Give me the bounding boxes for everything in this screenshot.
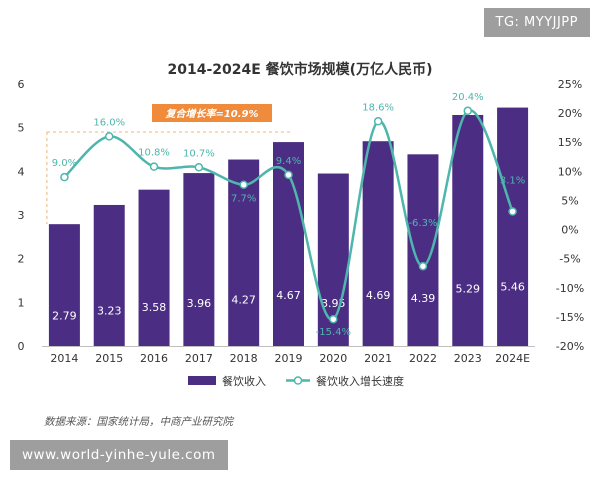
bar-value-label: 5.29 — [456, 282, 481, 295]
bar-value-label: 2.79 — [52, 310, 77, 323]
cagr-text: 复合增长率=10.9% — [164, 108, 258, 120]
growth-point — [329, 314, 338, 324]
watermark-bottom: www.world-yinhe-yule.com — [10, 440, 228, 470]
right-tick-label: -5% — [559, 253, 580, 266]
growth-point — [60, 172, 69, 182]
legend-line-text: 餐饮收入增长速度 — [316, 374, 404, 388]
chart-title: 2014-2024E 餐饮市场规模(万亿人民币) — [168, 61, 433, 78]
bar-value-label: 4.69 — [366, 289, 391, 302]
cagr-box — [152, 104, 272, 122]
x-tick-label: 2019 — [275, 352, 303, 365]
left-tick-label: 2 — [18, 253, 25, 266]
legend-bar-text: 餐饮收入 — [222, 374, 266, 388]
x-tick-label: 2021 — [364, 352, 392, 365]
right-tick-label: -10% — [556, 282, 584, 295]
left-tick-label: 5 — [18, 122, 25, 135]
growth-value-label: 9.0% — [52, 158, 77, 169]
right-tick-label: 5% — [561, 194, 578, 207]
cagr-annotation: 复合增长率=10.9% — [152, 104, 272, 122]
growth-value-label: -15.4% — [316, 327, 351, 338]
right-tick-label: 25% — [558, 78, 582, 91]
x-tick-label: 2016 — [140, 352, 168, 365]
bar — [362, 141, 394, 346]
bar — [48, 224, 80, 346]
cagr-bracket — [46, 131, 291, 225]
x-tick-label: 2023 — [454, 352, 482, 365]
x-tick-label: 2018 — [230, 352, 258, 365]
bar — [183, 173, 215, 346]
growth-point — [149, 162, 159, 171]
bar-value-label: 5.46 — [500, 280, 525, 293]
growth-point — [104, 132, 114, 141]
growth-point — [373, 117, 383, 126]
bar — [497, 107, 529, 346]
growth-value-label: 18.6% — [362, 102, 394, 113]
right-tick-label: 10% — [558, 165, 582, 178]
right-tick-label: -15% — [556, 311, 584, 324]
legend-line-dot — [293, 376, 303, 385]
growth-value-label: 16.0% — [93, 117, 125, 128]
bar — [93, 204, 125, 346]
watermark-top: TG: MYYJJPP — [483, 8, 590, 37]
growth-point — [284, 170, 293, 180]
bar-value-label: 3.96 — [187, 297, 212, 310]
legend: 餐饮收入 餐饮收入增长速度 — [188, 374, 404, 388]
right-tick-label: 15% — [558, 136, 582, 149]
bar-value-label: 4.39 — [411, 292, 436, 305]
bar-series: 2.79 3.23 3.58 3.96 4.27 4.673.954.69 4.395.29… — [48, 107, 529, 347]
left-tick-label: 3 — [18, 209, 25, 222]
growth-point — [463, 106, 473, 116]
right-tick-label: 20% — [558, 107, 582, 120]
x-tick-label: 2024E — [495, 352, 530, 365]
left-tick-label: 0 — [18, 340, 25, 353]
left-tick-label: 4 — [18, 165, 25, 178]
bar — [452, 115, 484, 347]
x-tick-label: 2015 — [95, 352, 123, 365]
growth-value-label: 10.7% — [183, 148, 215, 159]
bar-value-label: 4.67 — [276, 289, 301, 302]
growth-point — [508, 207, 517, 216]
growth-value-label: 20.4% — [452, 92, 484, 103]
x-tick-label: 2014 — [50, 352, 78, 365]
legend-bar-swatch — [188, 376, 216, 385]
growth-point — [418, 261, 428, 271]
right-tick-label: -20% — [556, 340, 584, 353]
bar — [138, 189, 170, 346]
left-axis: 0 1 2 3 4 5 6 — [18, 78, 25, 353]
bar-value-label: 3.23 — [97, 305, 122, 318]
left-tick-label: 1 — [18, 296, 25, 309]
growth-value-label: 3.1% — [500, 176, 525, 187]
left-tick-label: 6 — [18, 78, 25, 91]
x-tick-label: 2017 — [185, 352, 213, 365]
growth-point — [239, 180, 248, 189]
growth-value-label: 10.8% — [138, 148, 170, 159]
bar — [407, 154, 439, 346]
growth-point — [194, 163, 204, 172]
source-note: 数据来源：国家统计局，中商产业研究院 — [44, 416, 234, 428]
x-axis: 2014 2015 2016 2017 2018 2019 2020 2021 2022 2023… — [42, 346, 535, 365]
growth-value-label: -6.3% — [408, 218, 437, 229]
growth-value-label: 9.4% — [276, 156, 301, 167]
bar — [228, 159, 260, 346]
x-tick-label: 2020 — [319, 352, 347, 365]
x-tick-label: 2022 — [409, 352, 437, 365]
line-series: 9.0% 16.0% 10.8% 10.7% 7.7% 9.4% -15.4% 18.6% -6… — [52, 92, 526, 338]
growth-value-label: 7.7% — [231, 194, 256, 205]
right-axis: -20% -15% -10% -5% 0% 5% 10% 15% 20% 25% — [556, 78, 584, 353]
bar-value-label: 3.58 — [142, 301, 167, 314]
right-tick-label: 0% — [561, 224, 578, 237]
bar-value-label: 4.27 — [231, 293, 256, 306]
